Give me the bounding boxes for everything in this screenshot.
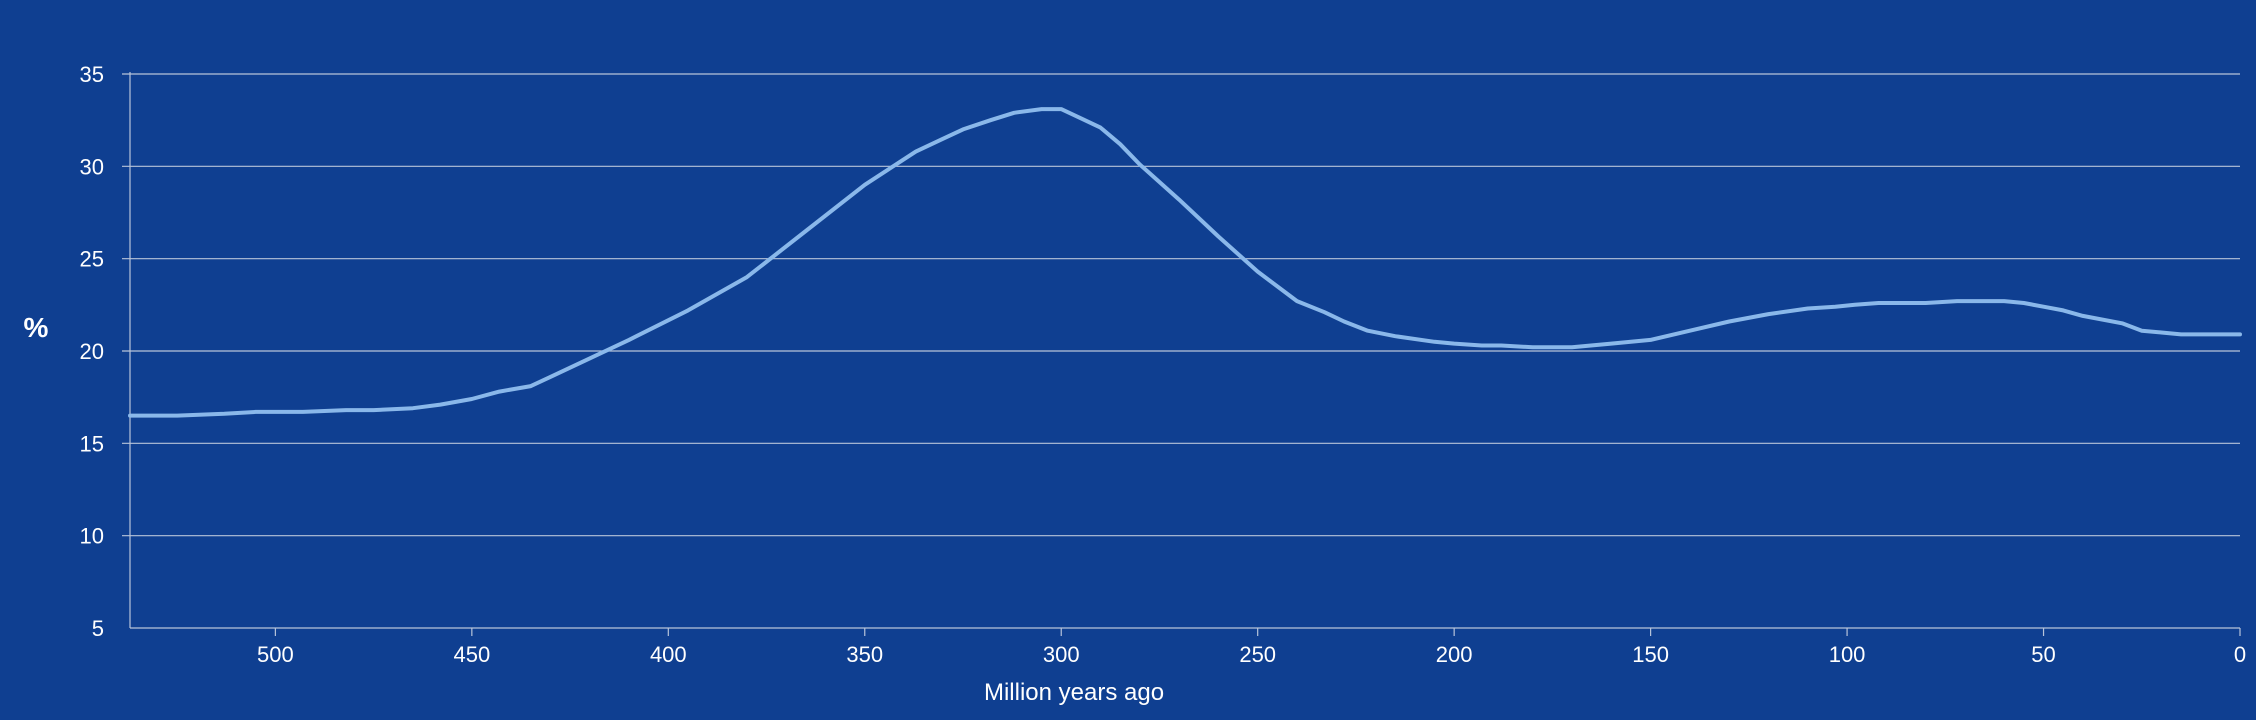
y-tick-label: 25 bbox=[80, 247, 104, 272]
y-tick-label: 30 bbox=[80, 154, 104, 179]
y-tick-label: 5 bbox=[92, 616, 104, 641]
y-tick-label: 20 bbox=[80, 339, 104, 364]
x-tick-label: 450 bbox=[453, 642, 490, 667]
x-tick-label: 500 bbox=[257, 642, 294, 667]
y-tick-label: 10 bbox=[80, 524, 104, 549]
x-tick-label: 350 bbox=[846, 642, 883, 667]
x-tick-label: 0 bbox=[2234, 642, 2246, 667]
grid-layer bbox=[122, 73, 2240, 537]
y-axis-title: % bbox=[24, 312, 49, 343]
x-tick-label: 100 bbox=[1829, 642, 1866, 667]
x-tick-label: 150 bbox=[1632, 642, 1669, 667]
axis-layer bbox=[129, 72, 2241, 636]
y-tick-label: 15 bbox=[80, 431, 104, 456]
x-axis-title: Million years ago bbox=[984, 679, 1164, 706]
x-tick-label: 300 bbox=[1043, 642, 1080, 667]
x-tick-label: 50 bbox=[2031, 642, 2055, 667]
x-tick-label: 250 bbox=[1239, 642, 1276, 667]
series-layer bbox=[128, 107, 2242, 418]
series-line bbox=[128, 107, 2242, 418]
y-tick-label: 35 bbox=[80, 62, 104, 87]
x-tick-label: 200 bbox=[1436, 642, 1473, 667]
x-tick-label: 400 bbox=[650, 642, 687, 667]
